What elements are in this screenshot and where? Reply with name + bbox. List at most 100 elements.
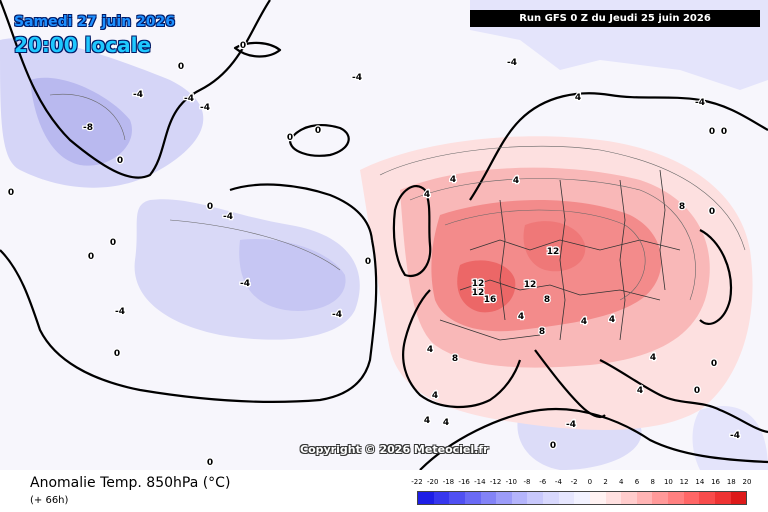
- legend-tick-label: 0: [587, 478, 593, 486]
- legend-tick-label: 12: [679, 478, 689, 486]
- contour-label: 8: [452, 354, 458, 364]
- contour-label: 12: [524, 280, 537, 290]
- legend-tick-label: -6: [539, 478, 547, 486]
- contour-label: 0: [287, 133, 293, 143]
- contour-label: 0: [117, 156, 123, 166]
- copyright-notice: Copyright © 2026 Meteociel.fr: [300, 443, 489, 456]
- legend-swatch: [652, 492, 668, 504]
- contour-label: 4: [424, 190, 430, 200]
- contour-label: 8: [539, 327, 545, 337]
- legend-swatches: [417, 491, 747, 505]
- valid-date: Samedi 27 juin 2026: [14, 14, 176, 30]
- legend-swatch: [543, 492, 559, 504]
- country-borders: [439, 169, 681, 341]
- contour-label: 0: [550, 441, 556, 451]
- contour-label: -4: [566, 420, 576, 430]
- contour-label: 0: [207, 202, 213, 212]
- isotherm-line: [49, 93, 126, 141]
- contour-label: 0: [694, 386, 700, 396]
- legend-swatch: [605, 492, 622, 504]
- contour-label: 0: [88, 252, 94, 262]
- contour-label: 0: [721, 127, 727, 137]
- contour-label: 12: [472, 279, 485, 289]
- legend-swatch: [433, 492, 450, 504]
- model-run-info: Run GFS 0 Z du Jeudi 25 juin 2026: [470, 10, 760, 27]
- contour-label: 4: [581, 317, 587, 327]
- coast-svalbard: [233, 41, 282, 58]
- color-scale-legend: -22 -20 -18 -16 -14 -12 -10 -8 -6 -4 -2 0 2 4 6 8 10 12 14…: [411, 478, 751, 510]
- legend-tick-label: 8: [650, 478, 655, 486]
- coast-scandinavia: [469, 92, 768, 201]
- coast-britain: [392, 185, 432, 278]
- contour-label: 4: [609, 315, 615, 325]
- warm-area-core-2: [523, 221, 586, 272]
- contour-label: -4: [200, 103, 210, 113]
- isotherm-line: [169, 219, 341, 271]
- contour-label: 0: [315, 126, 321, 136]
- contour-label: 4: [427, 345, 433, 355]
- legend-tick-label: -12: [489, 478, 502, 486]
- legend-swatch: [464, 492, 481, 504]
- legend-swatch: [636, 492, 653, 504]
- coast-north-america: [0, 239, 378, 404]
- legend-tick-label: -8: [523, 478, 531, 486]
- valid-time: 20:00 locale: [14, 33, 151, 57]
- contour-label: 0: [709, 207, 715, 217]
- coast-france-iberia: [402, 289, 522, 409]
- legend-tick-label: -10: [505, 478, 517, 486]
- coastlines: [0, 0, 768, 470]
- coast-greenland: [0, 0, 271, 179]
- coast-balkans: [599, 359, 768, 434]
- contour-label: 0: [114, 349, 120, 359]
- contour-label: 0: [365, 257, 371, 267]
- legend-tick-label: 6: [634, 478, 640, 486]
- contour-label: 0: [711, 359, 717, 369]
- contour-label: -4: [240, 279, 250, 289]
- legend-tick-label: 20: [742, 478, 752, 486]
- legend-tick-label: -4: [554, 478, 562, 486]
- legend-tick-label: -2: [570, 478, 578, 486]
- isotherm-line: [444, 209, 646, 301]
- contour-label: 4: [650, 353, 656, 363]
- legend-swatch: [558, 492, 575, 504]
- contour-label: 0: [240, 41, 246, 51]
- contour-label: 8: [679, 202, 685, 212]
- legend-tick-label: -14: [474, 478, 486, 486]
- cold-area-east: [692, 406, 768, 470]
- contour-label: 4: [637, 386, 643, 396]
- contour-label: 0: [207, 458, 213, 468]
- coast-iceland: [288, 124, 350, 157]
- legend-tick-label: -22: [411, 478, 423, 486]
- legend-tick-label: 14: [695, 478, 705, 486]
- contour-label: 8: [544, 295, 550, 305]
- legend-tick-label: 2: [603, 478, 608, 486]
- contour-label: -4: [223, 212, 233, 222]
- legend-tick-label: -16: [458, 478, 470, 486]
- contour-label: -4: [352, 73, 362, 83]
- contour-label: -4: [115, 307, 125, 317]
- legend-swatch: [621, 492, 637, 504]
- contour-label: -4: [730, 431, 740, 441]
- legend-tick-label: -18: [442, 478, 455, 486]
- contour-label: 0: [8, 188, 14, 198]
- coast-baffin: [229, 183, 374, 241]
- contour-label: -4: [507, 58, 517, 68]
- border-line: [659, 169, 666, 291]
- coast-north-africa: [419, 408, 768, 470]
- contour-label: 4: [450, 175, 456, 185]
- contour-label: 4: [575, 93, 581, 103]
- legend-swatch: [574, 492, 590, 504]
- contour-label: -4: [133, 90, 143, 100]
- legend-tick-label: 18: [726, 478, 736, 486]
- legend-swatch: [699, 492, 715, 504]
- legend-swatch: [496, 492, 512, 504]
- parameter-title: Anomalie Temp. 850hPa (°C): [30, 475, 231, 491]
- cold-area-greenland-core: [30, 77, 132, 166]
- legend-tick-label: 4: [619, 478, 624, 486]
- contour-label: -4: [184, 94, 194, 104]
- contour-label: 4: [513, 176, 519, 186]
- legend-labels: -22 -20 -18 -16 -14 -12 -10 -8 -6 -4 -2 0 2 4 6 8 10 12 14…: [411, 478, 751, 490]
- warm-anomaly-areas: [360, 136, 753, 430]
